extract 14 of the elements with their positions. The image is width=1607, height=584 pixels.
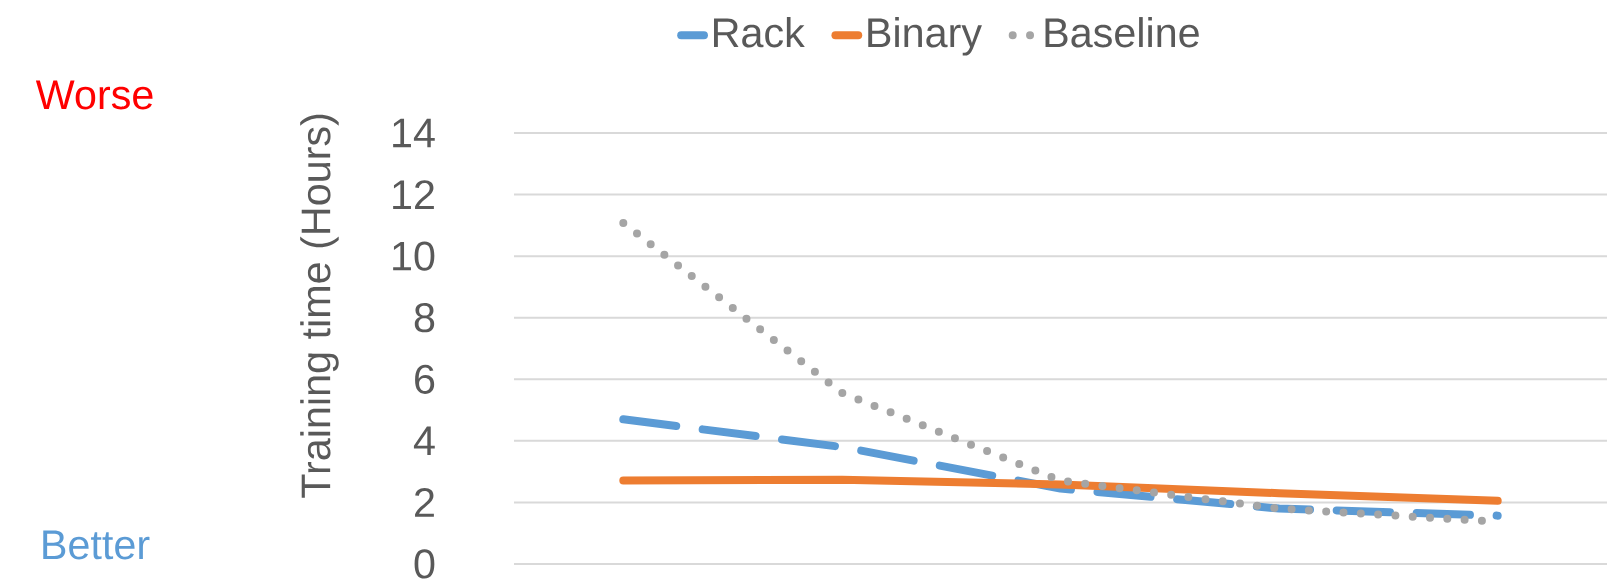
text: Better bbox=[43, 530, 150, 560]
text: Worse bbox=[35, 80, 153, 110]
y-tick-label: 10 bbox=[393, 241, 435, 271]
y-tick-label: 6 bbox=[415, 364, 435, 394]
y-tick-label: 14 bbox=[393, 118, 435, 148]
y-tick-label: 4 bbox=[413, 426, 435, 456]
legend-label: Rack bbox=[714, 17, 805, 48]
legend-label: Binary bbox=[868, 17, 982, 56]
legend-label: Baseline bbox=[1045, 17, 1199, 48]
y-tick-label: 12 bbox=[393, 180, 434, 209]
y-axis-title: Training time (Hours) bbox=[300, 114, 339, 498]
y-tick-label: 8 bbox=[414, 303, 435, 333]
y-tick-label: 0 bbox=[414, 549, 435, 579]
y-tick-label: 2 bbox=[415, 487, 434, 517]
